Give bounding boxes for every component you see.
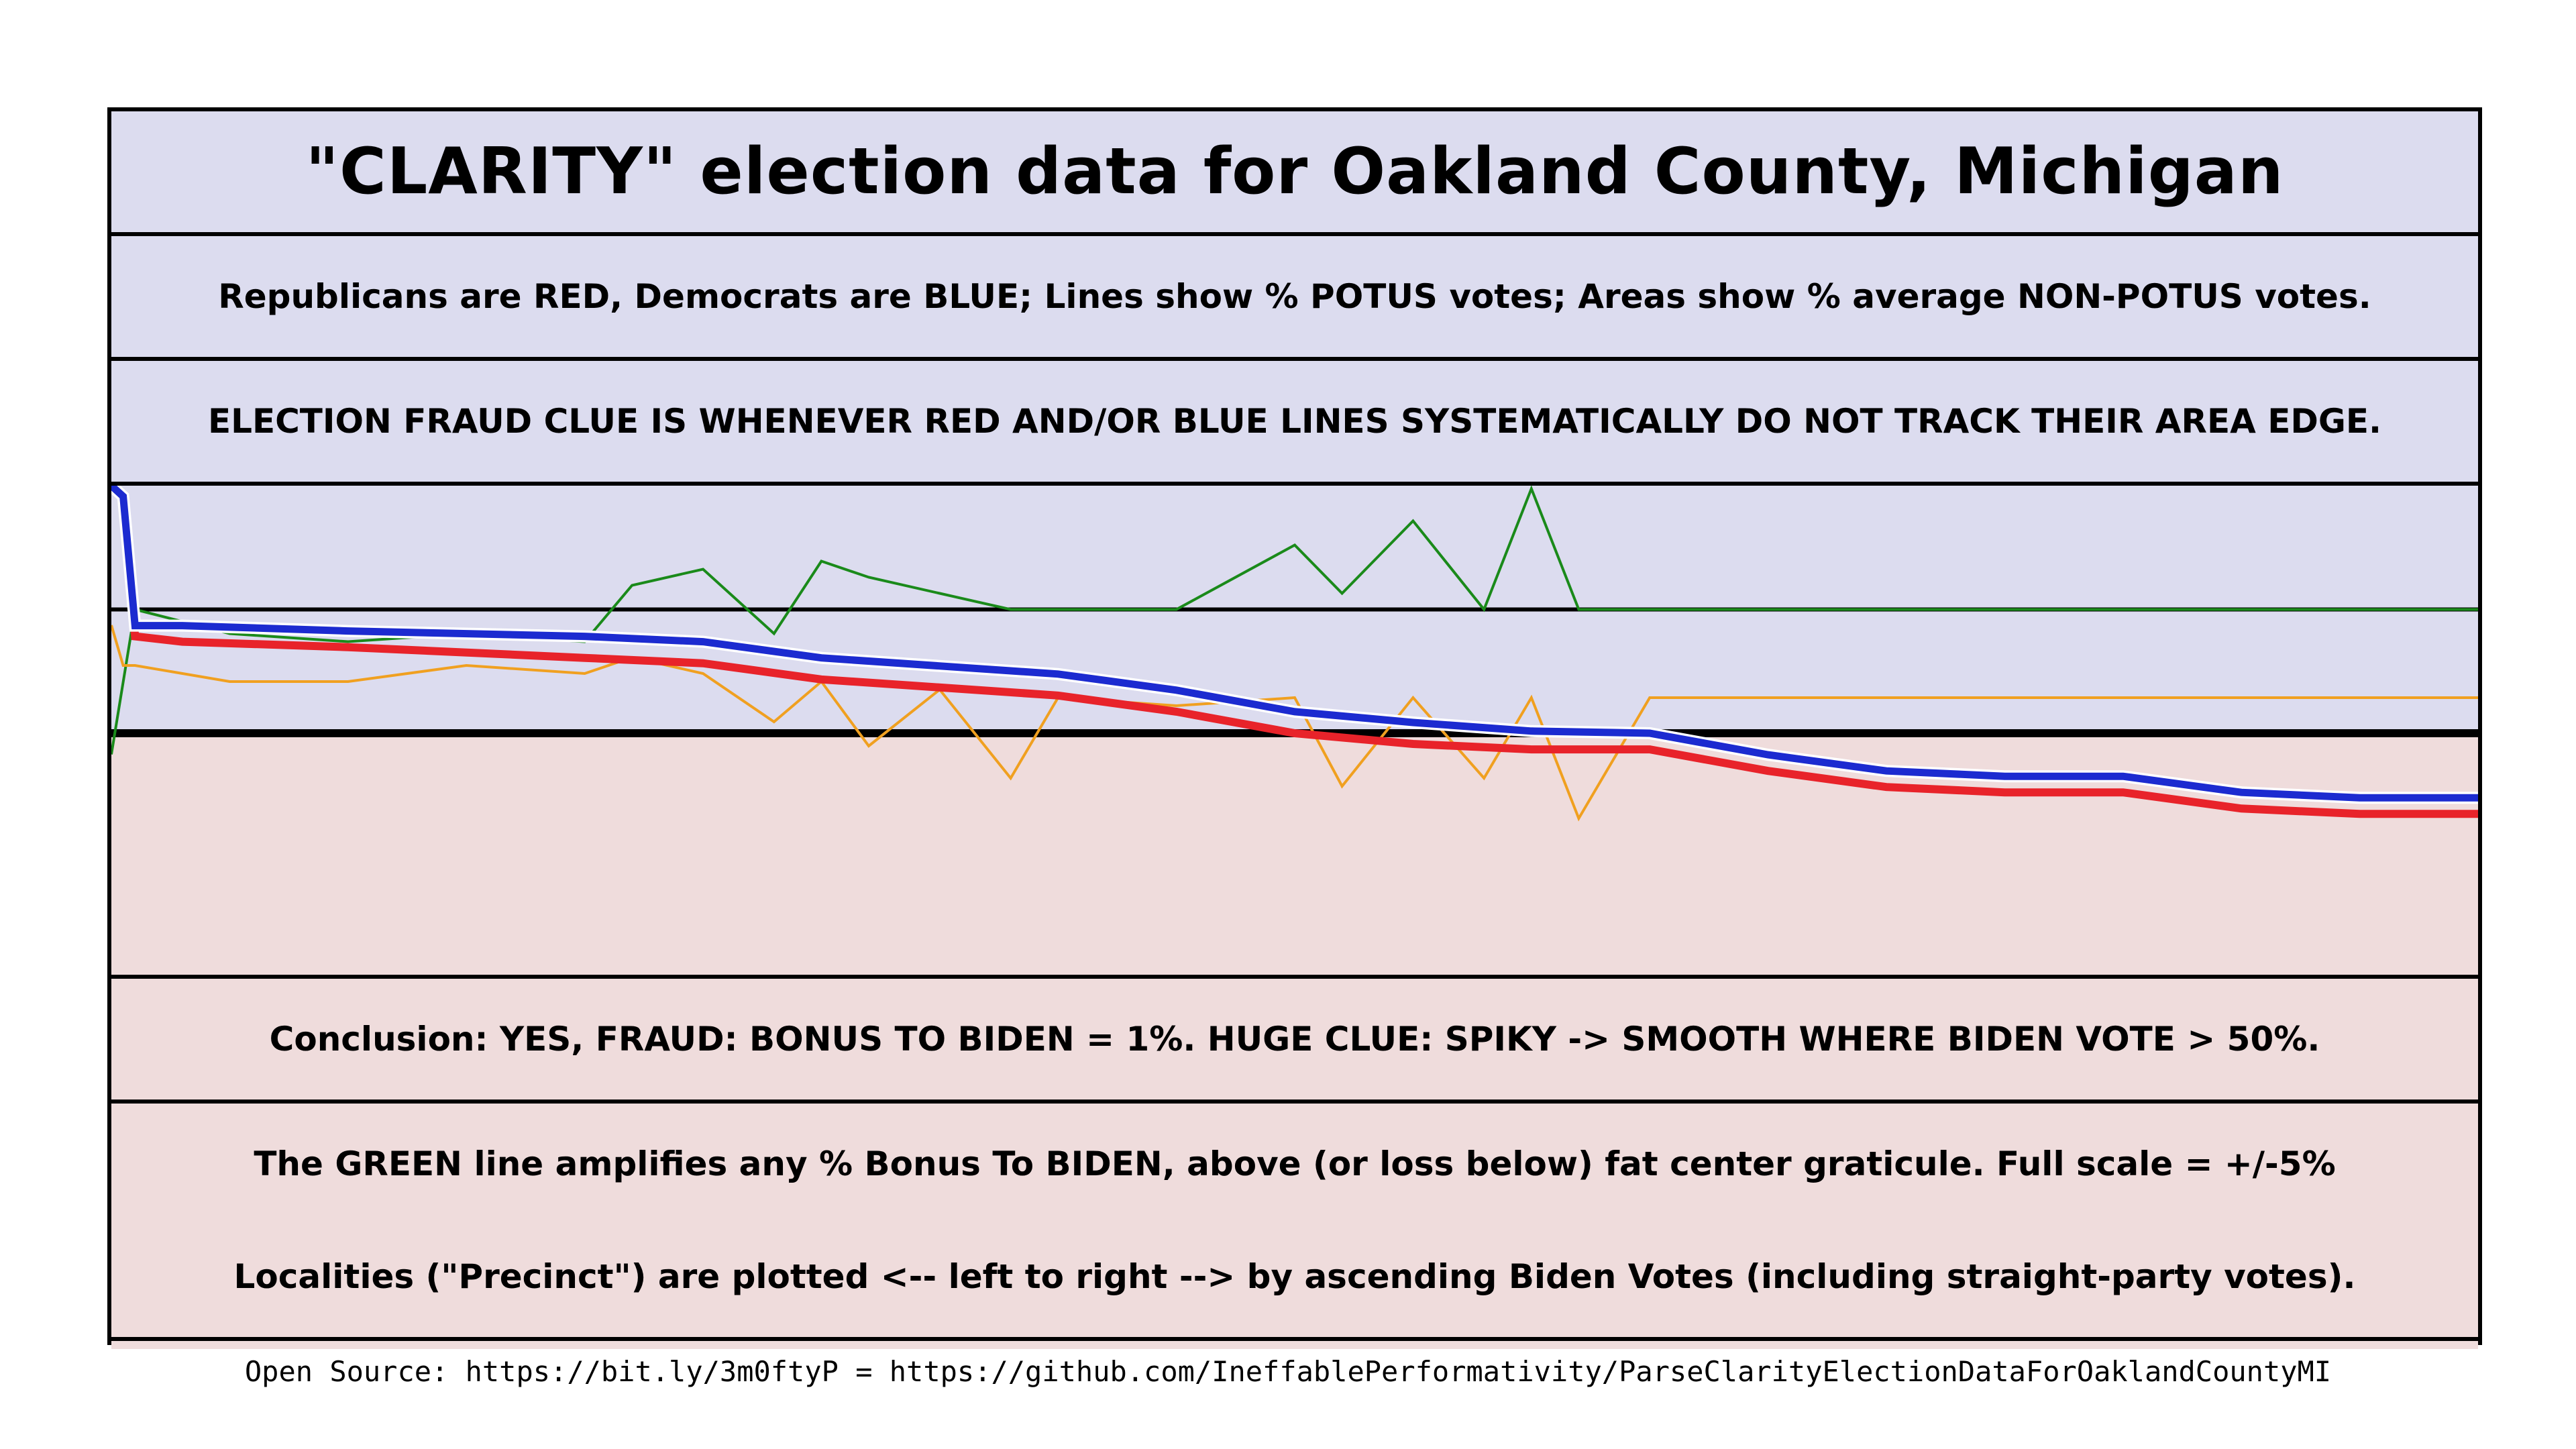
trump-line — [111, 486, 2478, 818]
fraud-clue-text: ELECTION FRAUD CLUE IS WHENEVER RED AND/… — [111, 361, 2478, 482]
divider — [111, 357, 2478, 361]
green-line-note: The GREEN line amplifies any % Bonus To … — [111, 1104, 2478, 1224]
plot-area — [111, 486, 2478, 822]
divider — [111, 482, 2478, 486]
legend-text: Republicans are RED, Democrats are BLUE;… — [111, 236, 2478, 357]
chart-title: "CLARITY" election data for Oakland Coun… — [111, 111, 2478, 232]
biden-line-halo — [111, 486, 2478, 804]
locality-note: Localities ("Precinct") are plotted <-- … — [107, 1216, 2482, 1341]
divider — [111, 232, 2478, 236]
conclusion-text: Conclusion: YES, FRAUD: BONUS TO BIDEN =… — [111, 979, 2478, 1099]
biden-line — [111, 486, 2478, 802]
open-source-footer: Open Source: https://bit.ly/3m0ftyP = ht… — [244, 1355, 2332, 1388]
chart-frame: "CLARITY" election data for Oakland Coun… — [107, 107, 2482, 1349]
divider — [111, 975, 2478, 979]
divider — [111, 1099, 2478, 1104]
